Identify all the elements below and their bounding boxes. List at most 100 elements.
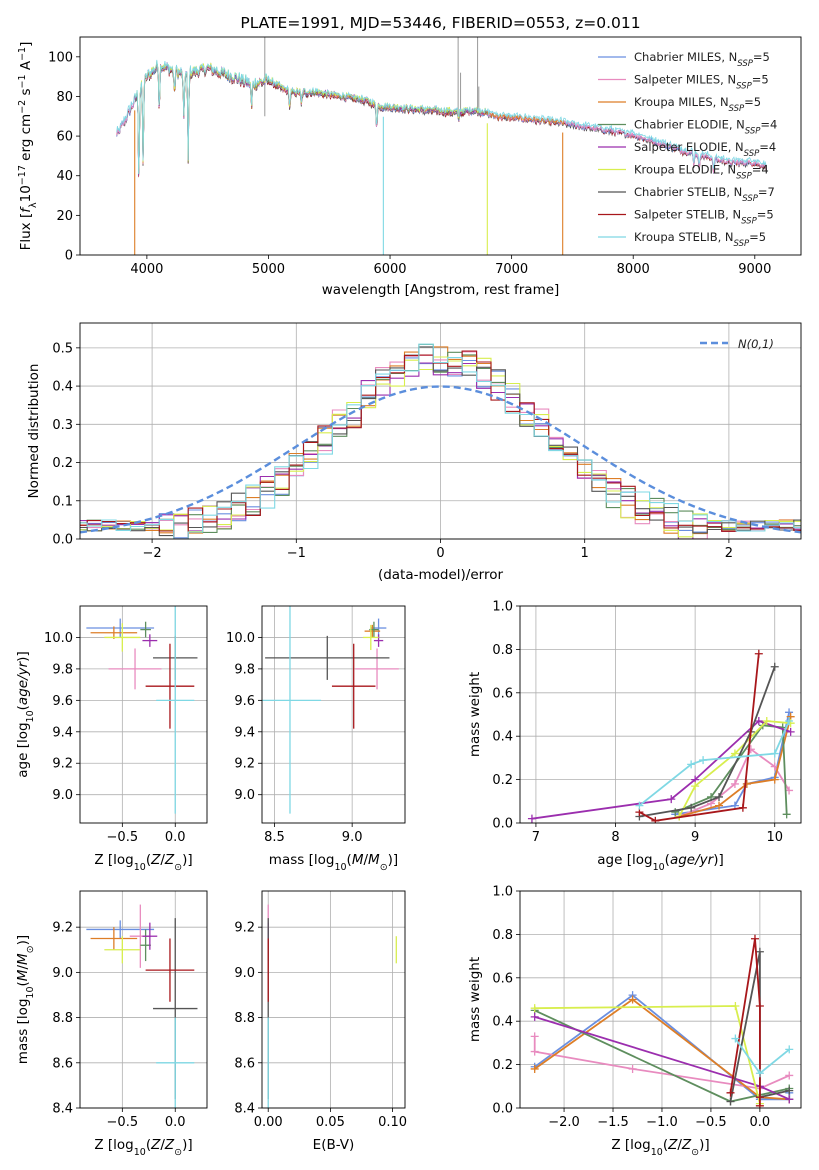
- age_vs_Z-ylabel-part: (: [15, 705, 31, 710]
- age_vs_Z-xlabel-part: Z: [164, 852, 175, 868]
- residuals-ytick-label: 0.1: [52, 494, 73, 509]
- weight_vs_age-xlabel-part: (: [665, 852, 670, 868]
- weight_vs_Z-line-krou_elodie: [534, 1005, 761, 1104]
- weight_vs_Z-marker-salp_miles: [530, 1032, 539, 1041]
- age_vs_Z-ylabel-part: 10: [25, 710, 36, 722]
- spectrum-ytick-label: 100: [48, 50, 73, 65]
- age_vs_Z-xlabel-part: ⊙: [174, 862, 182, 873]
- legend-sub: SSP: [742, 194, 758, 204]
- spectrum-legend-label-salp_elodie: Salpeter ELODIE, NSSP=4: [634, 140, 776, 159]
- spectrum-ylabel-part: erg cm: [18, 114, 34, 165]
- weight_vs_Z-xtick-label: −1.5: [597, 1115, 629, 1130]
- residuals-xtick-label: −2: [143, 546, 162, 561]
- mass_vs_Z-xlabel-part: Z: [150, 1137, 161, 1153]
- mass_vs_Z-ytick-label: 9.0: [52, 966, 73, 981]
- weight_vs_Z-marker-salp_miles: [530, 1047, 539, 1056]
- weight_vs_age-marker-chab_elodie: [671, 808, 680, 817]
- weight_vs_Z-line-krou_stelib: [734, 1038, 790, 1075]
- weight_vs_age-marker-salp_elodie: [754, 717, 763, 726]
- weight_vs_Z-ytick-label: 0.4: [492, 1015, 513, 1030]
- spectrum-model-krou_stelib: [116, 59, 767, 175]
- spectrum-ytick-label: 20: [56, 209, 73, 224]
- mass_vs_Z-ytick-label: 8.6: [52, 1056, 73, 1071]
- legend-text: Chabrier MILES, N: [634, 50, 737, 64]
- age_vs_mass-ytick-label: 10.0: [226, 631, 255, 646]
- mass_vs_ebv-xtick-label: 0.10: [378, 1115, 407, 1130]
- age_vs_mass-xtick-label: 9.0: [342, 830, 363, 845]
- weight_vs_age-marker-krou_miles: [742, 779, 751, 788]
- legend-text: Salpeter ELODIE, N: [634, 140, 744, 154]
- mass_vs_Z-xlabel-part: ⊙: [174, 1147, 182, 1158]
- weight_vs_Z-marker-salp_stelib: [750, 934, 759, 943]
- weight_vs_Z-xlabel: Z [log10(Z/Z⊙)]: [611, 1137, 709, 1158]
- legend-sub: SSP: [736, 82, 752, 92]
- mass_vs_Z-grid: [80, 891, 207, 1109]
- legend-text: =5: [753, 50, 770, 64]
- residuals-ytick-label: 0.5: [52, 341, 73, 356]
- weight_vs_Z-line-krou_miles: [534, 998, 790, 1101]
- legend-text: =5: [744, 95, 761, 109]
- age_vs_Z-ytick-label: 9.2: [52, 757, 73, 772]
- age_vs_Z-ylabel-part: age/yr: [15, 660, 31, 705]
- weight_vs_age-marker-salp_stelib: [651, 816, 660, 823]
- spectrum-plot-area: [116, 37, 768, 255]
- age_vs_mass-ytick-label: 9.4: [234, 725, 255, 740]
- weight_vs_age-xlabel-part: age/yr: [670, 852, 715, 868]
- spectrum-frame: [79, 36, 802, 256]
- spectrum-ytick-label: 60: [56, 130, 73, 145]
- weight_vs_Z-marker-krou_stelib: [731, 1034, 740, 1043]
- weight_vs_Z-marker-salp_stelib: [755, 1093, 764, 1102]
- weight_vs_Z-marker-krou_stelib: [785, 1045, 794, 1054]
- weight_vs_Z-xlabel-part: Z [log: [611, 1137, 650, 1153]
- weight_vs_age-grid: [520, 605, 801, 824]
- weight_vs_Z-xlabel-part: 10: [651, 1147, 663, 1158]
- age_vs_Z-xlabel-part: (: [146, 852, 151, 868]
- legend-sub: SSP: [736, 172, 752, 182]
- mass_vs_ebv-ytick-label: 8.4: [234, 1102, 255, 1117]
- weight_vs_Z-marker-krou_miles: [628, 995, 637, 1004]
- weight_vs_age-xtick-label: 10: [766, 830, 783, 845]
- legend-text: Salpeter MILES, N: [634, 73, 736, 87]
- age_vs_mass-frame: [261, 605, 406, 824]
- legend-text: Salpeter STELIB, N: [634, 208, 741, 222]
- age_vs_Z-xlabel-part: Z [log: [94, 852, 133, 868]
- weight_vs_Z-marker-salp_elodie: [530, 1012, 539, 1021]
- mass_vs_ebv-ytick-label: 8.6: [234, 1056, 255, 1071]
- age_vs_mass-xlabel-part: )]: [388, 852, 399, 868]
- age_vs_mass-ytick-label: 9.2: [234, 757, 255, 772]
- mass_vs_ebv-ytick-label: 9.0: [234, 966, 255, 981]
- age_vs_mass-xlabel-part: M: [368, 852, 380, 868]
- spectrum-ylabel-part: Flux [: [18, 213, 34, 251]
- weight_vs_age-xlabel: age [log10(age/yr)]: [597, 852, 723, 873]
- weight_vs_Z-plot-area: [530, 934, 794, 1108]
- weight_vs_Z-ytick-label: 1.0: [492, 885, 513, 900]
- weight_vs_Z-panel: −2.0 −1.5 −1.0 −0.5 0.0 0.0 0.2 0.4 0.6 0.8 1.0 Z […: [467, 885, 802, 1158]
- weight_vs_Z-marker-krou_elodie: [530, 1004, 539, 1013]
- residuals-xtick-label: 1: [581, 546, 589, 561]
- weight_vs_age-xtick-label: 7: [532, 830, 540, 845]
- age_vs_Z-xlabel-part: )]: [182, 852, 193, 868]
- legend-text: =4: [759, 140, 776, 154]
- mass_vs_Z-ylabel-part: 10: [25, 986, 36, 998]
- weight_vs_age-marker-krou_miles: [715, 801, 724, 810]
- spectrum-legend-label-chab_elodie: Chabrier ELODIE, NSSP=4: [634, 118, 777, 137]
- weight_vs_Z-marker-chab_stelib: [726, 1097, 735, 1106]
- weight_vs_age-ytick-label: 0.4: [492, 730, 513, 745]
- weight_vs_Z-marker-salp_stelib: [755, 1101, 764, 1108]
- weight_vs_age-plot-area: [527, 649, 795, 823]
- age_vs_Z-grid: [80, 606, 207, 823]
- spectrum-legend-label-salp_stelib: Salpeter STELIB, NSSP=5: [634, 208, 774, 227]
- weight_vs_Z-ylabel: mass weight: [467, 957, 483, 1042]
- weight_vs_age-marker-chab_stelib: [715, 792, 724, 801]
- spectrum-ytick-label: 80: [56, 90, 73, 105]
- age_vs_mass-xlabel-part: mass [log: [269, 852, 335, 868]
- weight_vs_Z-marker-krou_stelib: [755, 1069, 764, 1078]
- age_vs_mass-ytick-label: 9.8: [234, 662, 255, 677]
- legend-sub: SSP: [734, 239, 750, 249]
- weight_vs_Z-marker-salp_stelib: [726, 1088, 735, 1097]
- mass_vs_Z-ylabel-part: ⊙: [25, 945, 36, 953]
- age_vs_mass-xlabel-part: /: [363, 852, 368, 868]
